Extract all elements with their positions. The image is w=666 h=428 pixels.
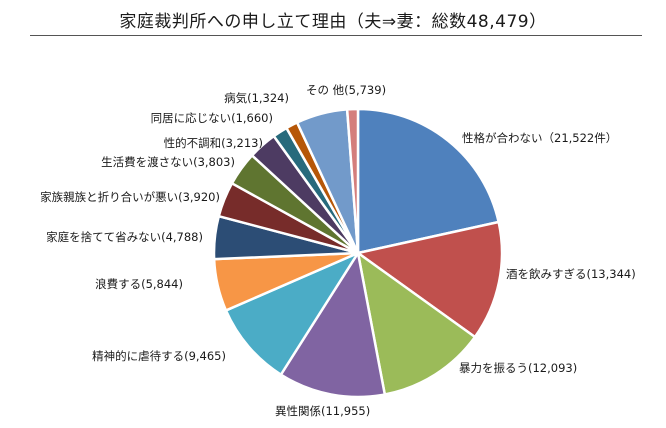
- slice-label: 性格が合わない（21,522件）: [462, 131, 617, 145]
- pie-slice: [356, 251, 477, 396]
- slice-label: 精神的に虐待する(9,465): [92, 349, 226, 363]
- slice-label: 同居に応じない(1,660): [151, 111, 273, 125]
- slice-label: 酒を飲みすぎる(13,344): [506, 267, 636, 281]
- chart-title: 家庭裁判所への申し立て理由（夫⇒妻：総数48,479）: [119, 12, 547, 32]
- slice-label: 異性関係(11,955): [275, 404, 370, 418]
- pie-slice: [345, 107, 360, 255]
- slice-label: 浪費する(5,844): [95, 277, 183, 291]
- slice-label: 生活費を渡さない(3,803): [101, 155, 235, 169]
- pie-slice: [356, 220, 504, 339]
- slice-label: 病気(1,324): [224, 91, 289, 105]
- pie-slice: [356, 107, 500, 255]
- pie-slice: [224, 251, 360, 376]
- title-divider: [30, 35, 642, 36]
- slice-label: 性的不調和(3,213): [164, 136, 263, 150]
- slice-label: 家族親族と折り合いが悪い(3,920): [40, 190, 220, 204]
- slice-label: その 他(5,739): [306, 83, 386, 97]
- slice-label: 暴力を振るう(12,093): [459, 361, 577, 375]
- slice-label: 家庭を捨てて省みない(4,788): [46, 230, 203, 244]
- pie-slice: [279, 251, 387, 399]
